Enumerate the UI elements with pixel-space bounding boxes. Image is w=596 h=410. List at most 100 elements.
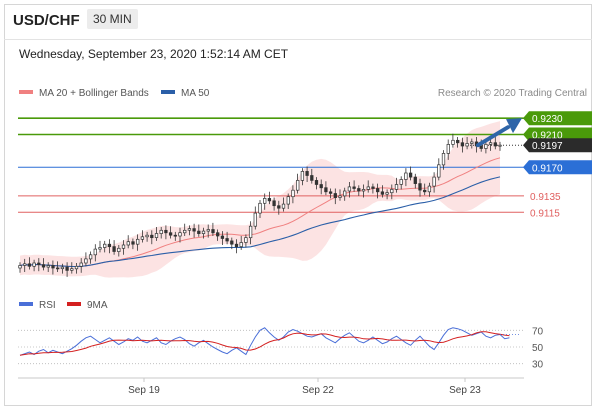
candle xyxy=(32,259,36,272)
candle xyxy=(154,227,159,241)
candle-body xyxy=(23,263,27,266)
ma20-legend-swatch xyxy=(19,90,33,94)
candle-body xyxy=(361,189,366,192)
candle-body xyxy=(263,198,267,204)
credit-text: Research © 2020 Trading Central xyxy=(438,88,587,99)
candle xyxy=(423,183,427,196)
rsi-line xyxy=(19,327,510,356)
candle xyxy=(498,141,502,151)
candle-body xyxy=(423,189,427,193)
candle-body xyxy=(286,196,290,205)
candle xyxy=(98,240,102,253)
candle xyxy=(79,258,83,273)
candle-body xyxy=(107,243,112,248)
candle-body xyxy=(314,180,319,185)
rsi-legend-swatch xyxy=(19,302,33,306)
candle-body xyxy=(408,172,413,178)
price-levels xyxy=(18,117,524,213)
candle-body xyxy=(437,164,441,178)
candle xyxy=(88,251,93,264)
candle xyxy=(173,231,177,241)
candle xyxy=(225,231,229,245)
candle-body xyxy=(328,191,333,194)
candle xyxy=(427,182,432,197)
candle xyxy=(408,166,413,181)
level-tag-0 xyxy=(523,111,592,126)
candle-body xyxy=(197,230,201,234)
candle-body xyxy=(394,184,399,190)
candle xyxy=(300,168,305,186)
candle xyxy=(201,227,206,239)
candle xyxy=(65,262,69,277)
candle xyxy=(465,137,469,150)
candle xyxy=(460,137,465,153)
arrow-head xyxy=(506,118,522,134)
candle xyxy=(107,239,112,254)
candle-body xyxy=(230,240,234,245)
candle xyxy=(314,177,319,190)
candle xyxy=(328,188,333,199)
level-label-0: 0.9230 xyxy=(532,114,563,125)
candle xyxy=(211,222,215,236)
candle xyxy=(27,257,32,270)
level-label-2: 0.9197 xyxy=(532,141,563,152)
rsi-level-label-1: 50 xyxy=(532,343,544,354)
candle xyxy=(380,185,385,198)
level-label-5: 0.9115 xyxy=(530,208,560,219)
candle xyxy=(385,189,389,200)
candle-body xyxy=(173,234,177,237)
ma50-legend-swatch xyxy=(161,90,175,94)
candle xyxy=(37,258,41,272)
candle xyxy=(41,258,46,271)
candle xyxy=(159,227,163,239)
candle-body xyxy=(319,184,323,189)
candle xyxy=(23,258,27,272)
candle xyxy=(117,245,121,257)
candle-body xyxy=(465,143,469,147)
candle xyxy=(164,225,168,240)
candle xyxy=(145,231,149,242)
candle-body xyxy=(27,263,32,267)
candle xyxy=(296,173,300,194)
candle-body xyxy=(216,232,220,237)
candle xyxy=(197,224,201,237)
candle-body xyxy=(376,188,380,193)
candle xyxy=(131,238,135,250)
candle xyxy=(366,180,370,193)
candle-body xyxy=(18,265,22,269)
candle xyxy=(234,239,239,254)
candle-body xyxy=(145,234,149,238)
candle-body xyxy=(225,238,229,242)
symbol-title: USD/CHF xyxy=(13,12,80,29)
candle xyxy=(305,166,309,182)
x-tick-label-1: Sep 22 xyxy=(302,385,334,396)
candle-body xyxy=(310,175,314,181)
level-label-3: 0.9170 xyxy=(532,163,563,174)
arrow-shaft xyxy=(476,125,510,148)
candle-body xyxy=(343,190,347,197)
candle xyxy=(56,261,60,272)
level-label-4: 0.9135 xyxy=(530,192,561,203)
candle-body xyxy=(366,186,370,190)
candle-body xyxy=(206,229,210,232)
candle xyxy=(46,262,50,272)
rsi-level-label-0: 70 xyxy=(532,326,544,337)
candle xyxy=(93,244,97,262)
candle xyxy=(206,224,210,238)
candle-body xyxy=(470,141,474,144)
forecast-arrow-icon xyxy=(476,118,522,148)
candle xyxy=(446,139,450,160)
candle-body xyxy=(267,198,272,202)
candle-body xyxy=(168,232,173,236)
x-axis: Sep 19 Sep 22 Sep 23 xyxy=(18,377,524,396)
candle xyxy=(437,158,441,181)
candle xyxy=(220,231,225,245)
candle xyxy=(441,150,446,170)
candle xyxy=(343,187,347,201)
candle xyxy=(484,141,488,154)
timeframe-button[interactable]: 30 MIN xyxy=(87,9,138,29)
ma20-legend-label: MA 20 + Bollinger Bands xyxy=(39,88,149,99)
candle-body xyxy=(385,192,389,195)
